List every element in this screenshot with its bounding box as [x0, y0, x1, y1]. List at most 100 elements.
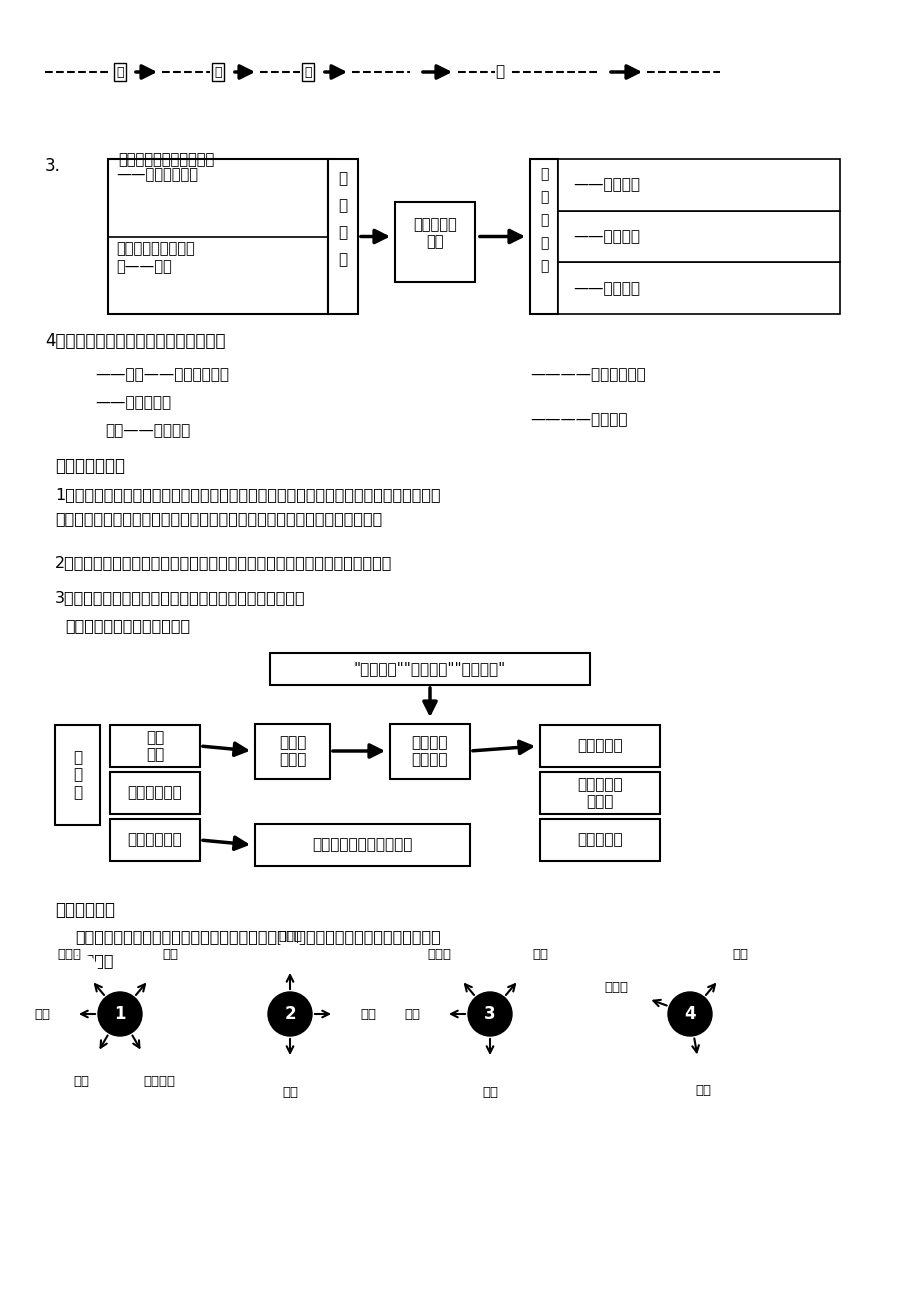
Text: 国: 国 — [338, 225, 347, 240]
Circle shape — [276, 1059, 303, 1086]
Circle shape — [135, 1051, 163, 1078]
Text: 劳动力: 劳动力 — [427, 948, 451, 961]
Text: 国: 国 — [116, 65, 124, 78]
Text: 、: 、 — [495, 65, 504, 79]
Text: 1: 1 — [114, 1005, 126, 1023]
Text: 社会化服务: 社会化服务 — [576, 832, 622, 848]
Text: ——水平不断提高: ——水平不断提高 — [116, 167, 198, 182]
Text: 国: 国 — [214, 65, 221, 78]
Text: 原料: 原料 — [73, 1075, 89, 1088]
Circle shape — [98, 992, 142, 1036]
Text: 专业商场营
销网络: 专业商场营 销网络 — [576, 777, 622, 810]
Text: 国: 国 — [304, 65, 312, 78]
Bar — [328, 159, 357, 314]
Text: 国: 国 — [539, 236, 548, 250]
Circle shape — [267, 992, 312, 1036]
Text: 市场: 市场 — [403, 1008, 420, 1021]
Text: 劳动密集型
产业: 劳动密集型 产业 — [413, 217, 457, 250]
Circle shape — [48, 1000, 76, 1029]
Text: 1．概念：集聚是指资源、要素和部分经济活动等在地理空间上的集中趋向与过程。在工业
发展中，具有工业联系的一些工厂往往发生近距离集聚现象称为工业的集聚。: 1．概念：集聚是指资源、要素和部分经济活动等在地理空间上的集中趋向与过程。在工业… — [55, 487, 440, 526]
Bar — [390, 724, 470, 779]
Text: 3.: 3. — [45, 158, 61, 174]
Text: ——高档化妆品: ——高档化妆品 — [95, 395, 171, 410]
Circle shape — [513, 956, 540, 983]
Circle shape — [475, 1059, 504, 1086]
Text: 原料: 原料 — [482, 1086, 497, 1099]
Bar — [255, 824, 470, 866]
Text: 能源: 能源 — [732, 948, 747, 961]
Circle shape — [417, 1000, 446, 1029]
Text: ——硅谷——信息技术产品: ——硅谷——信息技术产品 — [95, 367, 229, 381]
Text: 4．发达国家维持对高端产品的垄断地位: 4．发达国家维持对高端产品的垄断地位 — [45, 332, 225, 350]
Text: 传统工业区日益沉重
的——压力: 传统工业区日益沉重 的——压力 — [116, 241, 195, 273]
Bar — [55, 725, 100, 825]
Bar — [108, 159, 328, 314]
Circle shape — [69, 956, 96, 983]
Circle shape — [143, 956, 171, 983]
Circle shape — [667, 992, 711, 1036]
Text: 展: 展 — [539, 190, 548, 204]
Text: 市场: 市场 — [34, 1008, 50, 1021]
Text: 资金
技术: 资金 技术 — [146, 730, 164, 762]
Text: "一县一品""一镇一品""一乡一品": "一县一品""一镇一品""一乡一品" — [354, 661, 505, 677]
Text: 家: 家 — [338, 253, 347, 267]
Text: 专业化
产业区: 专业化 产业区 — [278, 734, 306, 767]
Circle shape — [712, 956, 741, 983]
Bar — [110, 725, 199, 767]
Text: 2．意义：扩大总体生产能力，最终降低生产成本，提高利润，获得规模效益。: 2．意义：扩大总体生产能力，最终降低生产成本，提高利润，获得规模效益。 — [55, 555, 391, 570]
Text: 劳动密集型产业转移原因: 劳动密集型产业转移原因 — [118, 152, 214, 167]
Text: 达: 达 — [338, 198, 347, 214]
Bar — [558, 262, 839, 314]
Text: 劳动力: 劳动力 — [58, 948, 82, 961]
Bar — [394, 202, 474, 283]
Text: ——明显改善: ——明显改善 — [573, 229, 640, 243]
Text: 读下面炼铝厂、制糖厂、电子装配厂和啤酒厂四种工业布局模式图，判断哪一组说法是
正确的：: 读下面炼铝厂、制糖厂、电子装配厂和啤酒厂四种工业布局模式图，判断哪一组说法是 正… — [75, 930, 440, 969]
Text: 发展方向明确: 发展方向明确 — [128, 785, 182, 801]
Bar — [110, 819, 199, 861]
Circle shape — [438, 956, 466, 983]
Circle shape — [276, 943, 303, 970]
Bar — [110, 772, 199, 814]
Text: 产品大规模进入国际商场: 产品大规模进入国际商场 — [312, 837, 413, 853]
Text: 优质水源: 优质水源 — [142, 1075, 175, 1088]
Circle shape — [468, 992, 512, 1036]
Text: 能源: 能源 — [531, 948, 548, 961]
Circle shape — [621, 980, 649, 1008]
Text: 原料: 原料 — [695, 1085, 710, 1098]
Text: 4: 4 — [684, 1005, 695, 1023]
Text: 发: 发 — [539, 167, 548, 181]
Text: （四）开放区和专业化生产区: （四）开放区和专业化生产区 — [65, 618, 190, 633]
Text: 发: 发 — [338, 171, 347, 186]
Bar — [539, 772, 659, 814]
Text: 家: 家 — [539, 259, 548, 273]
Text: 瑞士——名牌手表: 瑞士——名牌手表 — [105, 423, 190, 437]
Bar — [558, 159, 839, 211]
Circle shape — [77, 1051, 105, 1078]
Bar — [269, 654, 589, 685]
Text: 同一部门
企业集聚: 同一部门 企业集聚 — [412, 734, 448, 767]
Text: 3: 3 — [483, 1005, 495, 1023]
Text: 劳动力: 劳动力 — [278, 930, 301, 943]
Bar — [539, 819, 659, 861]
Text: 技术工艺先进: 技术工艺先进 — [128, 832, 182, 848]
Circle shape — [334, 1000, 361, 1029]
Text: 3．两种类型：传统的专业化生产集聚区；新兴产业集聚区: 3．两种类型：传统的专业化生产集聚区；新兴产业集聚区 — [55, 590, 305, 605]
Text: ——明显改善: ——明显改善 — [573, 281, 640, 296]
Text: （三）工业集聚: （三）工业集聚 — [55, 457, 125, 475]
Text: 能源: 能源 — [359, 1008, 376, 1021]
Circle shape — [686, 1057, 713, 1085]
Bar — [255, 724, 330, 779]
Text: 能源: 能源 — [162, 948, 178, 961]
Text: ——水平较低: ——水平较低 — [573, 177, 640, 193]
Text: 开
发
区: 开 发 区 — [73, 750, 82, 799]
Text: 【典型例题】: 【典型例题】 — [55, 901, 115, 919]
Text: ————数码电子产品: ————数码电子产品 — [529, 367, 645, 381]
Text: 劳动力: 劳动力 — [604, 980, 628, 993]
Text: 2: 2 — [284, 1005, 296, 1023]
Text: ————高级轿车: ————高级轿车 — [529, 411, 627, 427]
Bar — [558, 211, 839, 262]
Text: 原料: 原料 — [282, 1086, 298, 1099]
Bar — [529, 159, 558, 314]
Bar — [539, 725, 659, 767]
Text: 专业化协作: 专业化协作 — [576, 738, 622, 754]
